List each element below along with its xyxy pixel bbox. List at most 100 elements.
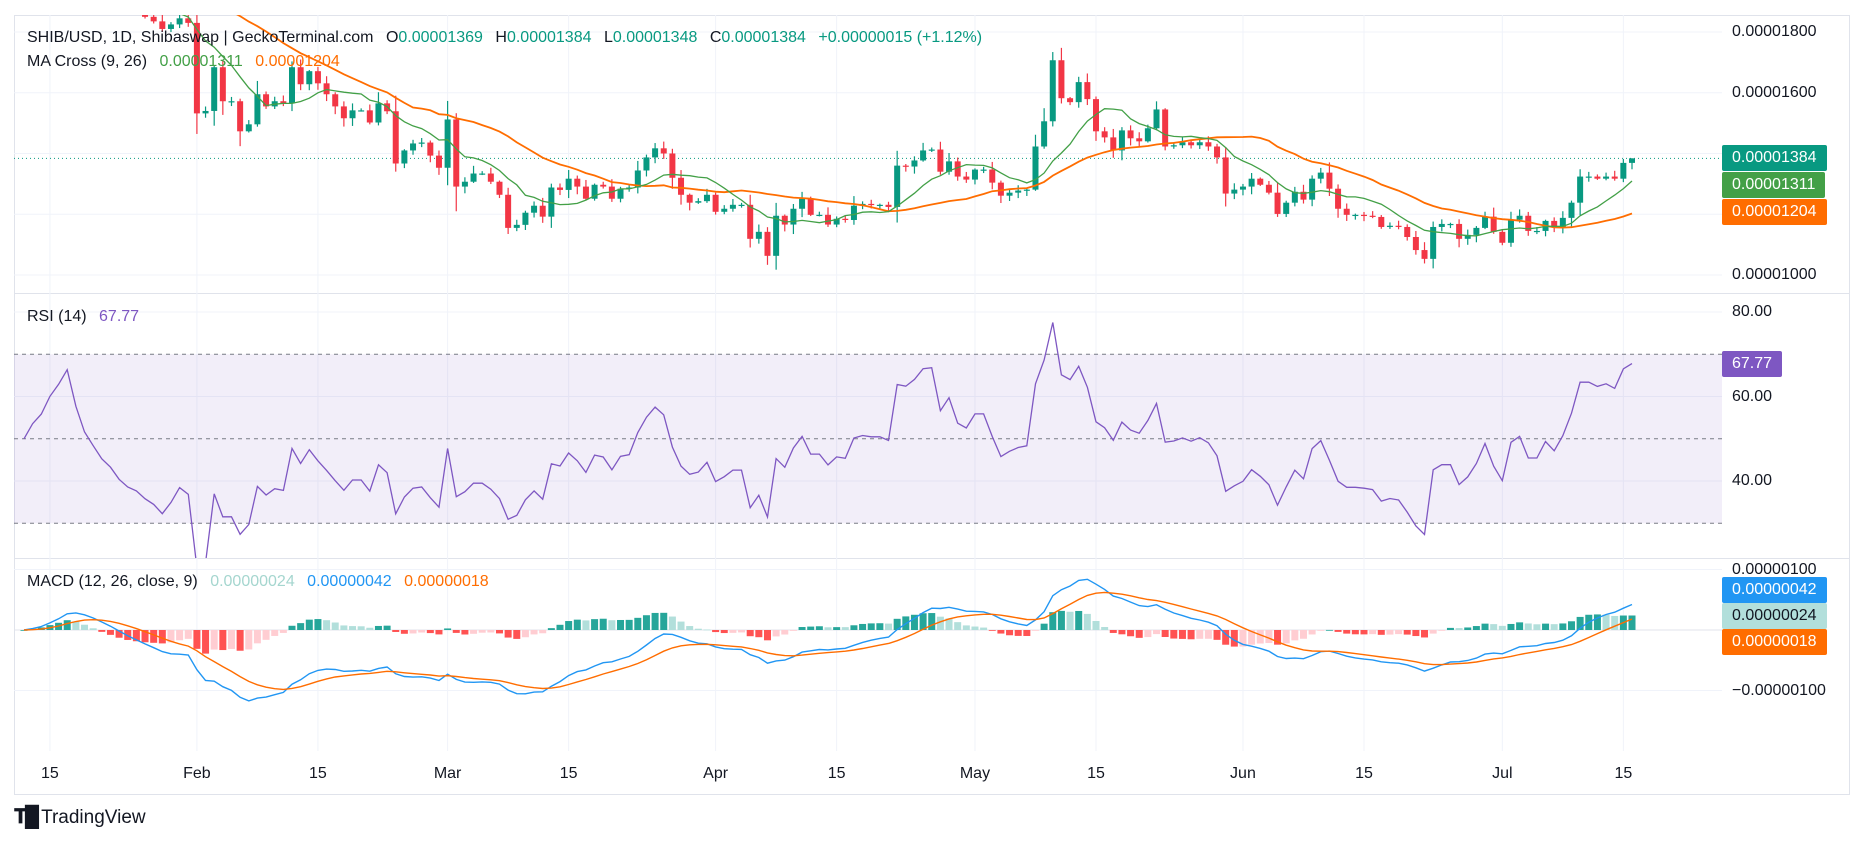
candle-body [1490, 216, 1497, 232]
candle [219, 60, 226, 115]
macd-histogram-bar [599, 618, 607, 630]
rsi-legend[interactable]: RSI (14) 67.77 [27, 308, 147, 326]
macd-histogram-bar [1144, 630, 1152, 638]
macd-histogram-bar [703, 629, 711, 631]
macd-histogram-bar [928, 613, 936, 630]
candle [1551, 217, 1558, 233]
macd-histogram-bar [1109, 630, 1117, 633]
macd-histogram-bar [1412, 630, 1420, 637]
candle [142, 15, 149, 19]
candle-body [1136, 138, 1143, 142]
candle [1464, 229, 1471, 245]
macd-histogram-bar [452, 630, 460, 633]
high-value: 0.00001384 [506, 29, 592, 46]
candle [280, 95, 287, 107]
ma-legend[interactable]: MA Cross (9, 26) 0.00001311 0.00001204 [27, 53, 348, 71]
candle-body [349, 110, 356, 119]
symbol-title: SHIB/USD, 1D, Shibaswap | GeckoTerminal.… [27, 29, 374, 46]
candle [150, 15, 157, 24]
macd-histogram-bar [245, 630, 253, 650]
candle-body [289, 67, 295, 104]
macd-legend[interactable]: MACD (12, 26, close, 9) 0.00000024 0.000… [27, 573, 497, 591]
candle-body [314, 71, 321, 84]
candle [825, 207, 831, 227]
candle-body [669, 153, 676, 178]
macd-histogram-bar [1066, 611, 1074, 630]
candle-body [574, 178, 581, 187]
candle [314, 66, 321, 90]
candle [487, 167, 494, 185]
candle [1482, 211, 1489, 230]
candle-body [1499, 231, 1506, 243]
macd-histogram-bar [772, 630, 780, 637]
candle [928, 147, 935, 153]
macd-histogram-bar [132, 630, 140, 642]
macd-histogram-bar [297, 623, 305, 630]
candle-body [876, 204, 883, 207]
macd-histogram-bar [1481, 623, 1489, 630]
candle [1067, 96, 1074, 106]
candle-body [323, 83, 330, 95]
candle [790, 203, 797, 235]
candle-body [1335, 188, 1342, 209]
last-price-badge: 0.00001384 [1722, 145, 1827, 171]
candle [1447, 222, 1454, 229]
candle [1222, 146, 1229, 207]
candle [1594, 174, 1601, 180]
candle-body [755, 231, 762, 239]
tradingview-logo[interactable]: 𝐓█ TradingView [14, 806, 146, 829]
macd-histogram-bar [1161, 630, 1169, 637]
candle [600, 181, 607, 189]
macd-histogram-bar [1127, 630, 1135, 637]
macd-histogram-bar [997, 630, 1005, 634]
candle [626, 184, 633, 192]
candle-body [366, 110, 373, 123]
candle-body [850, 205, 857, 220]
candle [807, 196, 814, 217]
candle-body [1144, 128, 1151, 142]
macd-histogram-bar [202, 630, 210, 654]
candle-body [1456, 223, 1463, 239]
macd-histogram-bar [1083, 613, 1091, 630]
candle-body [660, 148, 667, 154]
candle [652, 143, 659, 164]
macd-histogram-bar [1057, 610, 1065, 630]
candle [1118, 127, 1125, 161]
ma-slow-value: 0.00001204 [255, 53, 340, 70]
candle [1499, 229, 1506, 246]
macd-histogram-bar [651, 612, 659, 630]
macd-histogram-bar [1343, 630, 1351, 634]
candle [1473, 226, 1480, 243]
macd-histogram-bar [1602, 614, 1610, 630]
candle-body [1603, 176, 1610, 179]
candle [1404, 224, 1411, 241]
candle [1110, 128, 1117, 158]
candle-body [1395, 225, 1402, 227]
candle [729, 198, 736, 212]
candle-body [911, 160, 918, 167]
candle [228, 96, 235, 107]
time-axis-label: 15 [41, 765, 59, 782]
candle-body [1300, 191, 1307, 200]
candle-body [202, 110, 209, 114]
tradingview-logo-icon: 𝐓█ [14, 806, 39, 828]
macd-histogram-bar [253, 630, 261, 644]
candle-body [1153, 109, 1160, 129]
candle [306, 69, 313, 91]
candle-body [1101, 131, 1108, 138]
candle [1084, 73, 1091, 106]
candle [1188, 140, 1195, 149]
macd-histogram-bar [426, 630, 434, 634]
macd-histogram-bar [1040, 623, 1048, 630]
macd-histogram-bar [573, 619, 581, 630]
macd-histogram-bar [763, 630, 771, 641]
macd-histogram-bar [487, 630, 495, 633]
candle-body [470, 173, 477, 182]
candle [574, 175, 581, 195]
candle-body [738, 204, 745, 207]
candle-body [557, 187, 563, 190]
candle [1101, 127, 1108, 143]
candle-body [937, 149, 944, 172]
candle-body [193, 22, 200, 114]
